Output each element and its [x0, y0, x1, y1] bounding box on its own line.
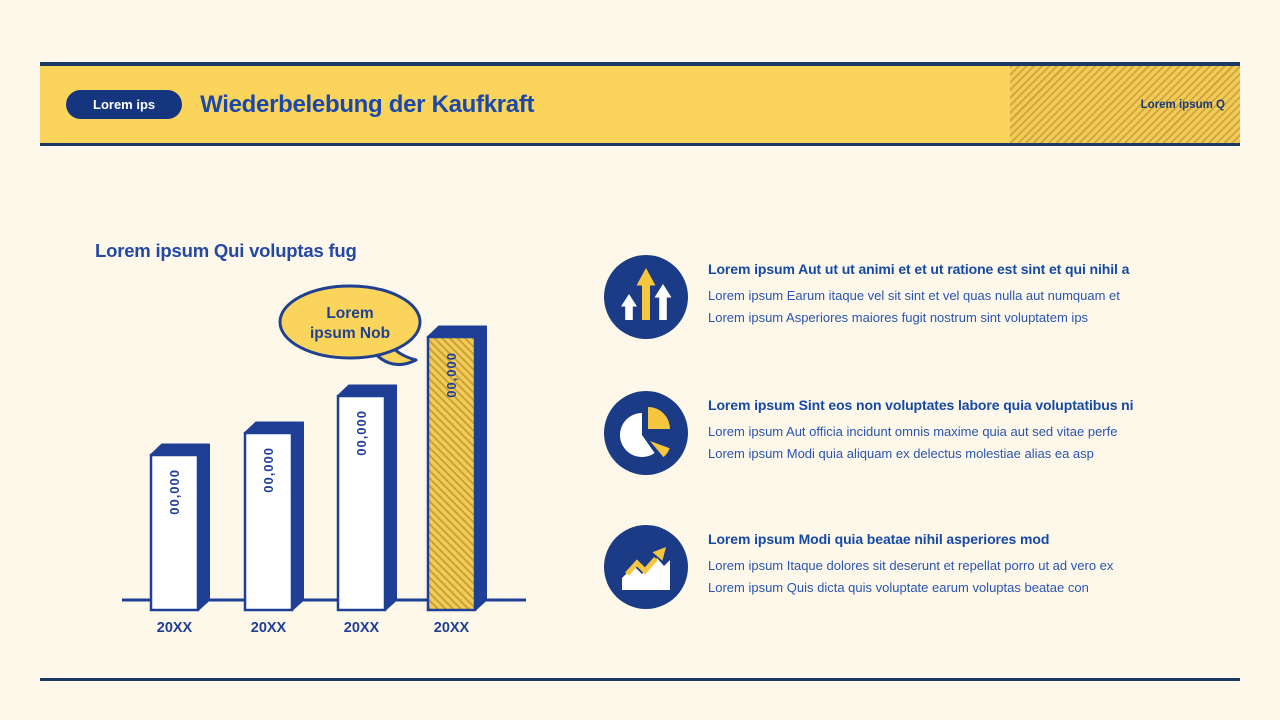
x-axis-tick-label: 20XX [344, 620, 380, 636]
bar-value-label: 00,000 [167, 469, 182, 515]
info-item-2: Lorem ipsum Sint eos non voluptates labo… [604, 391, 1204, 475]
bar-front-face [243, 431, 294, 612]
bar-front-face [336, 394, 387, 612]
pie-chart-icon [604, 391, 688, 475]
bar-group-2: 00,000 20XX [243, 421, 304, 636]
info-item-3: Lorem ipsum Modi quia beatae nihil asper… [604, 525, 1204, 609]
x-axis-tick-label: 20XX [434, 620, 470, 636]
info-heading: Lorem ipsum Modi quia beatae nihil asper… [708, 531, 1050, 547]
speech-bubble-callout: Lorem ipsum Nob [278, 284, 422, 367]
header-badge: Lorem ips [66, 90, 183, 119]
bar-value-label: 00,000 [354, 410, 369, 456]
info-heading: Lorem ipsum Aut ut ut animi et et ut rat… [708, 261, 1130, 277]
bar-value-label: 00,000 [444, 352, 459, 398]
bar-group-3: 00,000 20XX [336, 384, 397, 636]
info-heading: Lorem ipsum Sint eos non voluptates labo… [708, 397, 1134, 413]
x-axis-tick-label: 20XX [251, 620, 287, 636]
header-hatch-panel: Lorem ipsum Q [1010, 66, 1240, 143]
callout-text-line1: Lorem [326, 305, 373, 322]
bar-front-face [149, 453, 200, 612]
bar-side-face [474, 325, 487, 611]
bar-chart: 00,000 20XX 00,000 20XX 00,000 20XX 00,0… [122, 284, 526, 636]
info-body-line: Lorem ipsum Modi quia aliquam ex delectu… [708, 445, 1094, 461]
bar-group-4-highlighted: 00,000 20XX [426, 325, 487, 636]
info-body-line: Lorem ipsum Aut officia incidunt omnis m… [708, 424, 1118, 439]
info-item-1: Lorem ipsum Aut ut ut animi et et ut rat… [604, 255, 1204, 339]
trend-chart-icon [604, 525, 688, 609]
bar-group-1: 00,000 20XX [149, 443, 210, 636]
bar-side-face [197, 443, 210, 611]
info-text-3: Lorem ipsum Modi quia beatae nihil asper… [708, 531, 1113, 598]
bottom-divider-line [40, 678, 1240, 681]
info-body-line: Lorem ipsum Quis dicta quis voluptate ea… [708, 579, 1089, 595]
bar-side-face [384, 384, 397, 611]
growth-arrows-icon [604, 255, 688, 339]
info-body-line: Lorem ipsum Itaque dolores sit deserunt … [708, 558, 1114, 573]
slide-title: Wiederbelebung der Kaufkraft [200, 90, 535, 118]
info-text-2: Lorem ipsum Sint eos non voluptates labo… [708, 397, 1134, 464]
info-body-line: Lorem ipsum Earum itaque vel sit sint et… [708, 288, 1120, 303]
header-band: Lorem ips Wiederbelebung der Kaufkraft L… [40, 62, 1240, 146]
callout-text-line2: ipsum Nob [310, 325, 390, 342]
info-text-1: Lorem ipsum Aut ut ut animi et et ut rat… [708, 261, 1129, 328]
header-right-label: Lorem ipsum Q [1140, 98, 1225, 111]
chart-title: Lorem ipsum Qui voluptas fug [95, 240, 357, 261]
bar-front-face [426, 335, 477, 612]
info-body-line: Lorem ipsum Asperiores maiores fugit nos… [708, 309, 1089, 325]
x-axis-tick-label: 20XX [157, 620, 193, 636]
bar-value-label: 00,000 [261, 447, 276, 493]
speech-bubble-body [278, 284, 422, 360]
bar-side-face [291, 421, 304, 611]
